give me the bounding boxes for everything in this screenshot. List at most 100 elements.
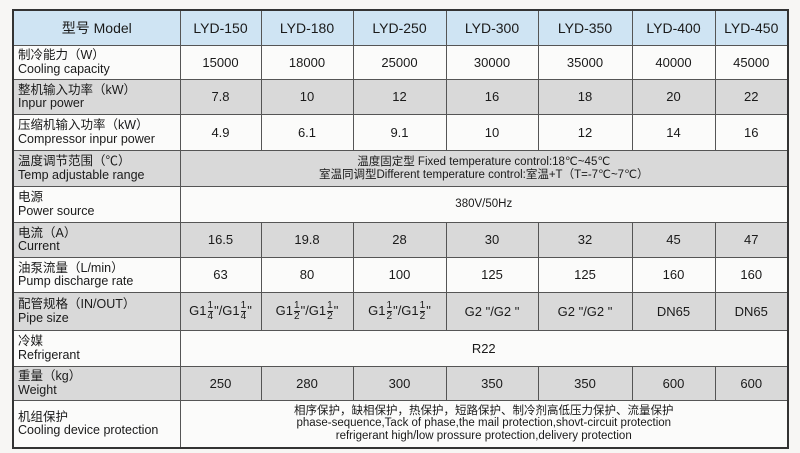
label-en: Cooling capacity	[18, 61, 110, 76]
label-zh: 制冷能力（W）	[18, 48, 105, 63]
label-zh: 重量（kg）	[18, 369, 82, 384]
row-label: 压缩机输入功率（kW） Compressor inpur power	[12, 114, 181, 151]
label-zh: 温度调节范围（℃）	[18, 154, 131, 169]
value-cell: 25000	[352, 45, 447, 80]
value-cell: 9.1	[352, 114, 447, 151]
numerator: 1	[419, 300, 426, 312]
denominator: 2	[327, 311, 333, 322]
row-pump: 油泵流量（L/min） Pump discharge rate 63 80 100 125…	[12, 257, 789, 293]
row-power-source: 电源 Power source 380V/50Hz	[12, 186, 789, 223]
model-cell: LYD-350	[537, 9, 633, 46]
protection-value: 相序保护，缺相保护，热保护，短路保护、制冷剂高低压力保护、流量保护 phase-s…	[179, 400, 789, 448]
pipe-size-part: /G1	[218, 302, 240, 318]
value-cell: 6.1	[260, 114, 354, 151]
value-cell: 16	[714, 114, 789, 151]
model-cell: LYD-400	[631, 9, 716, 46]
value-cell: 600	[714, 366, 789, 401]
row-label: 冷媒 Refrigerant	[12, 330, 181, 367]
value-cell: DN65	[714, 292, 789, 331]
row-protection: 机组保护 Cooling device protection 相序保护，缺相保护，…	[12, 400, 789, 448]
row-input-power: 整机输入功率（kW） Inpur power 7.8 10 12 16 18 20 22	[12, 79, 789, 115]
value-cell: 280	[260, 366, 354, 401]
label-en: Current	[18, 239, 60, 253]
value-cell: 250	[179, 366, 262, 401]
label-en: Compressor inpur power	[18, 131, 155, 146]
value-cell: 22	[714, 79, 789, 115]
denominator: 2	[386, 311, 393, 322]
label-en: Cooling device protection	[18, 422, 159, 437]
value-cell: 12	[537, 114, 633, 151]
header-row: 型号 Model LYD-150 LYD-180 LYD-250 LYD-300…	[12, 9, 789, 46]
value-cell: 10	[260, 79, 354, 115]
value-cell: G2 "/G2 "	[537, 292, 633, 331]
spec-table: 型号 Model LYD-150 LYD-180 LYD-250 LYD-300…	[12, 9, 789, 449]
label-zh: 压缩机输入功率（kW）	[18, 118, 149, 133]
value-cell: 350	[445, 366, 539, 401]
value-cell: G1 1 2 "/G1 1 2 "	[260, 292, 354, 331]
row-label: 电源 Power source	[12, 186, 181, 223]
value-cell: 600	[631, 366, 716, 401]
value-cell: 16	[445, 79, 539, 115]
value-cell: DN65	[631, 292, 716, 331]
model-cell: LYD-150	[179, 9, 262, 46]
label-en: Pipe size	[18, 310, 69, 325]
header-model-label: 型号 Model	[12, 9, 181, 46]
value-cell: 160	[714, 257, 789, 293]
model-cell: LYD-450	[714, 9, 789, 46]
row-temp: 温度调节范围（℃） Temp adjustable range 温度固定型 Fix…	[12, 150, 789, 187]
value-cell: 18	[537, 79, 633, 115]
row-current: 电流（A） Current 16.5 19.8 28 30 32 45 47	[12, 222, 789, 258]
value-cell: 45000	[714, 45, 789, 80]
row-cooling: 制冷能力（W） Cooling capacity 15000 18000 25000 30…	[12, 45, 789, 80]
row-label: 重量（kg） Weight	[12, 366, 181, 401]
value-cell: 14	[631, 114, 716, 151]
value-cell: 63	[179, 257, 262, 293]
row-label: 整机输入功率（kW） Inpur power	[12, 79, 181, 115]
protection-en-2: refrigerant high/low prossure protection…	[335, 430, 632, 443]
value-cell: 10	[445, 114, 539, 151]
pipe-size-part: /G1	[305, 302, 327, 318]
value-cell: 30	[445, 222, 539, 258]
pipe-size-part: G1	[189, 302, 207, 318]
row-weight: 重量（kg） Weight 250 280 300 350 350 600 600	[12, 366, 789, 401]
label-zh: 配管规格（IN/OUT）	[18, 297, 136, 312]
pipe-size-part: G1	[275, 302, 293, 318]
label-en: Weight	[18, 382, 57, 397]
row-label: 油泵流量（L/min） Pump discharge rate	[12, 257, 181, 293]
label-zh: 冷媒	[18, 334, 44, 349]
label-zh: 机组保护	[18, 409, 69, 424]
value-cell: 125	[537, 257, 633, 293]
label-zh: 整机输入功率（kW）	[18, 82, 137, 97]
label-en: Pump discharge rate	[18, 274, 134, 288]
row-compressor-power: 压缩机输入功率（kW） Compressor inpur power 4.9 6.1 9…	[12, 114, 789, 151]
value-cell: 28	[352, 222, 447, 258]
model-cell: LYD-180	[260, 9, 354, 46]
value-cell: 35000	[537, 45, 633, 80]
row-label: 配管规格（IN/OUT） Pipe size	[12, 292, 181, 331]
label-en: Inpur power	[18, 96, 85, 110]
denominator: 4	[207, 311, 214, 322]
value-cell: 4.9	[179, 114, 262, 151]
temp-range-value: 温度固定型 Fixed temperature control:18℃~45℃ 室…	[179, 150, 789, 187]
value-cell: 125	[445, 257, 539, 293]
numerator: 1	[327, 300, 333, 312]
label-zh: 电流（A）	[18, 225, 77, 240]
denominator: 4	[240, 311, 247, 322]
temp-fixed: 温度固定型 Fixed temperature control:18℃~45℃	[357, 155, 611, 168]
row-label: 制冷能力（W） Cooling capacity	[12, 45, 181, 80]
value-cell: 12	[352, 79, 447, 115]
value-cell: 7.8	[179, 79, 262, 115]
row-refrigerant: 冷媒 Refrigerant R22	[12, 330, 789, 367]
label-en: Power source	[18, 203, 95, 218]
refrigerant-value: R22	[179, 330, 789, 367]
protection-en-1: phase-sequence,Tack of phase,the mail pr…	[296, 417, 672, 430]
model-cell: LYD-250	[352, 9, 447, 46]
value-cell: 45	[631, 222, 716, 258]
value-cell: 16.5	[179, 222, 262, 258]
row-label: 电流（A） Current	[12, 222, 181, 258]
